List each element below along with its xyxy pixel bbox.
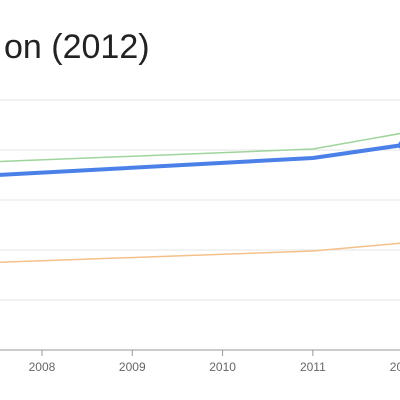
- chart-title: on (2012): [4, 28, 150, 66]
- series-line: [0, 143, 400, 177]
- series-line: [0, 132, 400, 163]
- grid: 2008 2009 2010 2011 2012: [0, 99, 400, 374]
- x-tick-label: 2012: [390, 360, 400, 374]
- x-tick-label: 2010: [209, 360, 236, 374]
- series-line: [0, 242, 400, 264]
- x-tick-label: 2009: [119, 360, 146, 374]
- x-tick-label: 2008: [29, 360, 56, 374]
- plot-area: [0, 132, 400, 264]
- x-tick-label: 2011: [300, 360, 326, 374]
